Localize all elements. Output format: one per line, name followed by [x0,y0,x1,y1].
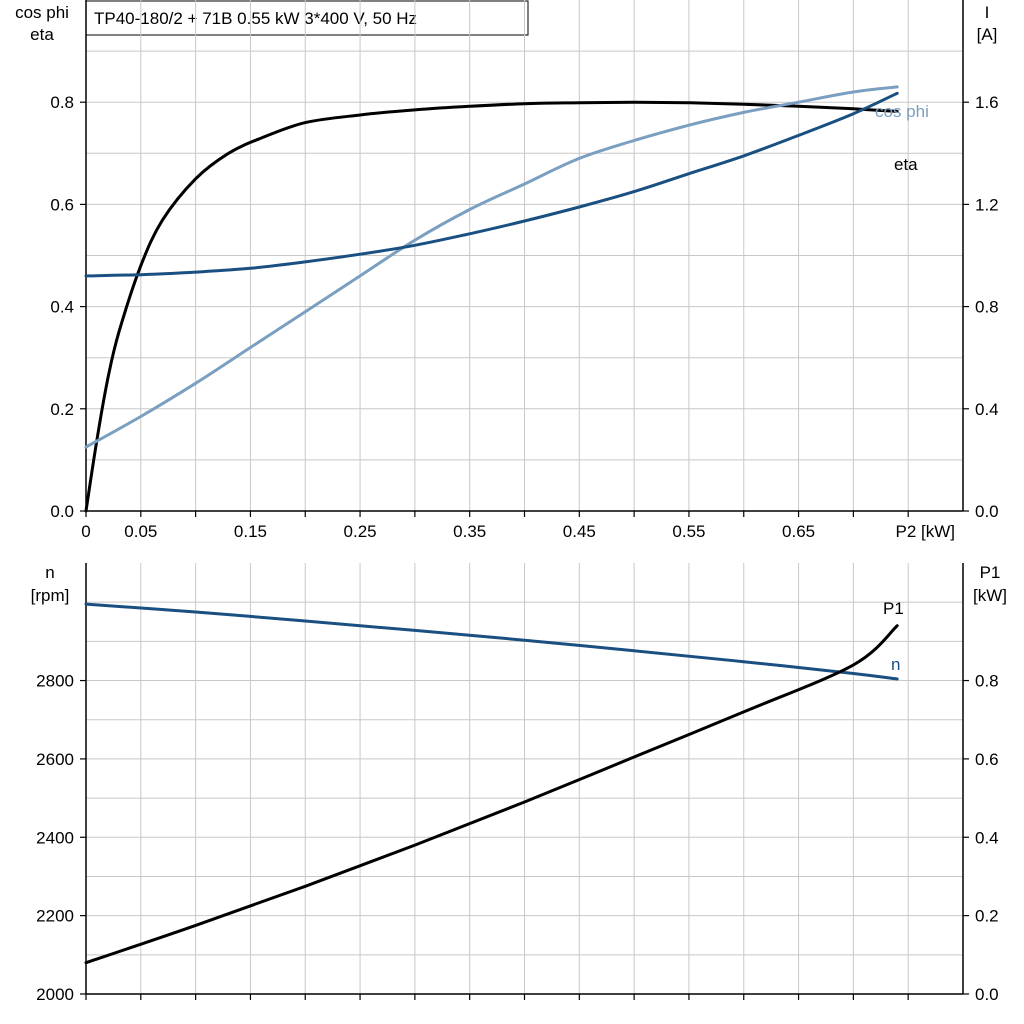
top-left-tick-label: 0.8 [50,93,74,112]
bottom-right-tick-label: 0.6 [975,750,999,769]
top-left-tick-label: 0.2 [50,400,74,419]
bottom-ylabel-right-2: [kW] [973,586,1007,605]
top-xlabel: P2 [kW] [895,522,955,541]
title-box [85,0,529,36]
top-series-eta [84,100,899,513]
top-ylabel-right-1: I [985,3,990,22]
bottom-left-tick-label: 2000 [36,985,74,1004]
top-curve-label-eta: eta [894,155,918,174]
top-right-tick-label: 1.6 [975,93,999,112]
bottom-left-tick-label: 2600 [36,750,74,769]
top-x-tick-label: 0 [81,522,90,541]
bottom-ylabel-left-1: n [45,563,54,582]
bottom-right-tick-label: 0.8 [975,672,999,691]
top-right-tick-label: 0.4 [975,400,999,419]
top-x-tick-label: 0.15 [234,522,267,541]
bottom-left-tick-label: 2400 [36,828,74,847]
bottom-right-tick-label: 0.4 [975,828,999,847]
bottom-ylabel-right-1: P1 [980,563,1001,582]
top-series-cos-phi [84,85,899,449]
top-curve-label-cosphi: cos phi [875,102,929,121]
top-ylabel-right-2: [A] [977,25,998,44]
top-right-tick-label: 0.8 [975,298,999,317]
top-x-tick-label: 0.25 [344,522,377,541]
top-right-tick-label: 0.0 [975,502,999,521]
bottom-curve-label-n: n [891,655,900,674]
chart-title: TP40-180/2 + 71B 0.55 kW 3*400 V, 50 Hz [94,9,417,28]
top-left-tick-label: 0.0 [50,502,74,521]
top-series-I [84,91,899,278]
bottom-curve-label-P1: P1 [883,599,904,618]
bottom-left-tick-label: 2800 [36,672,74,691]
bottom-ylabel-left-2: [rpm] [31,586,70,605]
top-x-tick-label: 0.45 [563,522,596,541]
top-x-tick-label: 0.05 [124,522,157,541]
bottom-series-P1 [84,624,899,965]
bottom-right-tick-label: 0.0 [975,985,999,1004]
top-left-tick-label: 0.6 [50,195,74,214]
top-x-tick-label: 0.65 [782,522,815,541]
chart-layer: 0.0 0.2 0.4 0.6 0.8 0.0 0.4 0.8 1.2 1.6 0 0.05 0.15 0… [36,0,999,1004]
top-x-tick-label: 0.35 [453,522,486,541]
top-right-tick-label: 1.2 [975,195,999,214]
top-ylabel-left-1: cos phi [15,3,69,22]
bottom-right-tick-label: 0.2 [975,907,999,926]
top-x-tick-label: 0.55 [672,522,705,541]
top-left-tick-label: 0.4 [50,298,74,317]
top-ylabel-left-2: eta [30,25,54,44]
bottom-series-n [84,602,899,681]
bottom-left-tick-label: 2200 [36,907,74,926]
